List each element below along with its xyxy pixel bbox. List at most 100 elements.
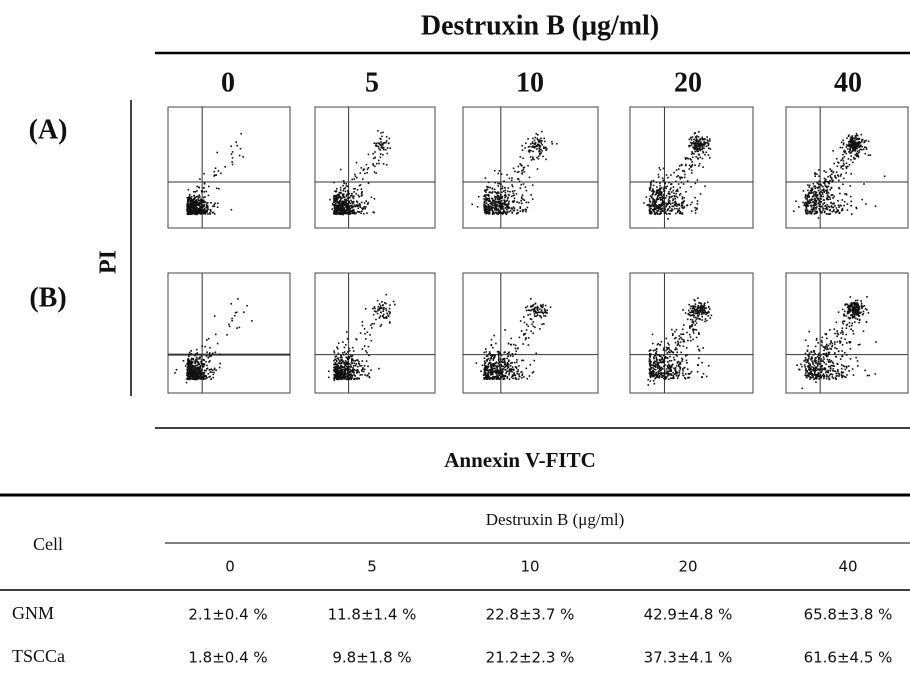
event-dot	[656, 198, 659, 201]
event-dot	[483, 370, 486, 372]
event-dot	[844, 150, 847, 153]
event-dot	[343, 368, 345, 371]
event-dot	[654, 368, 657, 371]
event-dot	[365, 206, 367, 208]
event-dot	[516, 178, 519, 180]
event-dot	[375, 311, 377, 313]
event-dot	[487, 363, 490, 366]
event-dot	[690, 311, 692, 314]
event-dot	[846, 374, 848, 376]
event-dot	[841, 372, 843, 374]
event-dot	[376, 312, 379, 315]
event-dot	[814, 202, 816, 204]
event-dot	[848, 144, 851, 146]
event-dot	[689, 336, 692, 338]
event-dot	[336, 199, 338, 201]
event-dot	[860, 133, 863, 136]
event-dot	[695, 138, 698, 141]
event-dot	[187, 360, 189, 362]
event-dot	[808, 352, 811, 355]
event-dot	[521, 165, 523, 167]
event-dot	[652, 191, 655, 193]
event-dot	[653, 382, 656, 385]
event-dot	[671, 208, 674, 211]
event-dot	[665, 368, 668, 370]
event-dot	[195, 196, 198, 198]
event-dot	[528, 151, 531, 153]
event-dot	[388, 137, 391, 140]
event-dot	[388, 307, 391, 310]
event-dot	[385, 164, 388, 166]
event-dot	[202, 196, 205, 199]
event-dot	[190, 212, 192, 214]
event-dot	[516, 373, 519, 375]
event-dot	[695, 145, 697, 147]
event-dot	[504, 363, 507, 365]
event-dot	[694, 299, 696, 302]
event-dot	[673, 373, 676, 376]
event-dot	[682, 368, 684, 370]
event-dot	[499, 372, 501, 375]
event-dot	[359, 172, 362, 174]
event-dot	[805, 211, 807, 214]
event-dot	[199, 212, 201, 215]
event-dot	[698, 333, 700, 335]
event-dot	[680, 351, 682, 354]
event-dot	[211, 371, 213, 373]
event-dot	[361, 348, 364, 350]
event-dot	[827, 348, 829, 351]
event-dot	[649, 185, 652, 187]
event-dot	[370, 339, 373, 342]
event-dot	[238, 154, 241, 157]
event-dot	[348, 373, 350, 376]
event-dot	[506, 211, 508, 214]
event-dot	[190, 378, 192, 380]
event-dot	[670, 369, 673, 371]
event-dot	[207, 213, 209, 215]
event-dot	[343, 200, 345, 203]
event-dot	[339, 368, 342, 370]
event-dot	[838, 186, 840, 189]
event-dot	[484, 209, 486, 211]
event-dot	[532, 150, 534, 153]
event-dot	[193, 209, 195, 211]
event-dot	[830, 341, 832, 343]
event-dot	[827, 181, 829, 183]
event-dot	[675, 192, 677, 195]
event-dot	[837, 370, 839, 373]
event-dot	[654, 205, 656, 208]
event-dot	[372, 157, 375, 160]
event-dot	[497, 365, 499, 368]
event-dot	[345, 356, 348, 358]
event-dot	[495, 373, 498, 375]
event-dot	[531, 184, 534, 186]
event-dot	[542, 303, 544, 306]
event-dot	[814, 203, 816, 206]
event-dot	[666, 185, 668, 188]
event-dot	[814, 194, 816, 196]
event-dot	[352, 359, 355, 362]
event-dot	[652, 349, 655, 352]
event-dot	[823, 374, 826, 377]
event-dot	[484, 206, 487, 208]
event-dot	[506, 361, 509, 364]
event-dot	[345, 373, 347, 375]
event-dot	[807, 189, 809, 192]
event-dot	[814, 197, 816, 200]
event-dot	[188, 361, 190, 363]
event-dot	[361, 369, 363, 371]
event-dot	[522, 343, 524, 345]
event-dot	[497, 376, 500, 379]
event-dot	[509, 190, 511, 193]
event-dot	[335, 204, 338, 207]
event-dot	[656, 366, 659, 368]
event-dot	[805, 204, 807, 206]
event-dot	[858, 141, 861, 143]
event-dot	[817, 189, 820, 192]
event-dot	[201, 376, 203, 379]
event-dot	[672, 199, 674, 202]
event-dot	[196, 208, 198, 211]
event-dot	[345, 183, 348, 185]
event-dot	[501, 374, 503, 376]
event-dot	[671, 191, 673, 193]
